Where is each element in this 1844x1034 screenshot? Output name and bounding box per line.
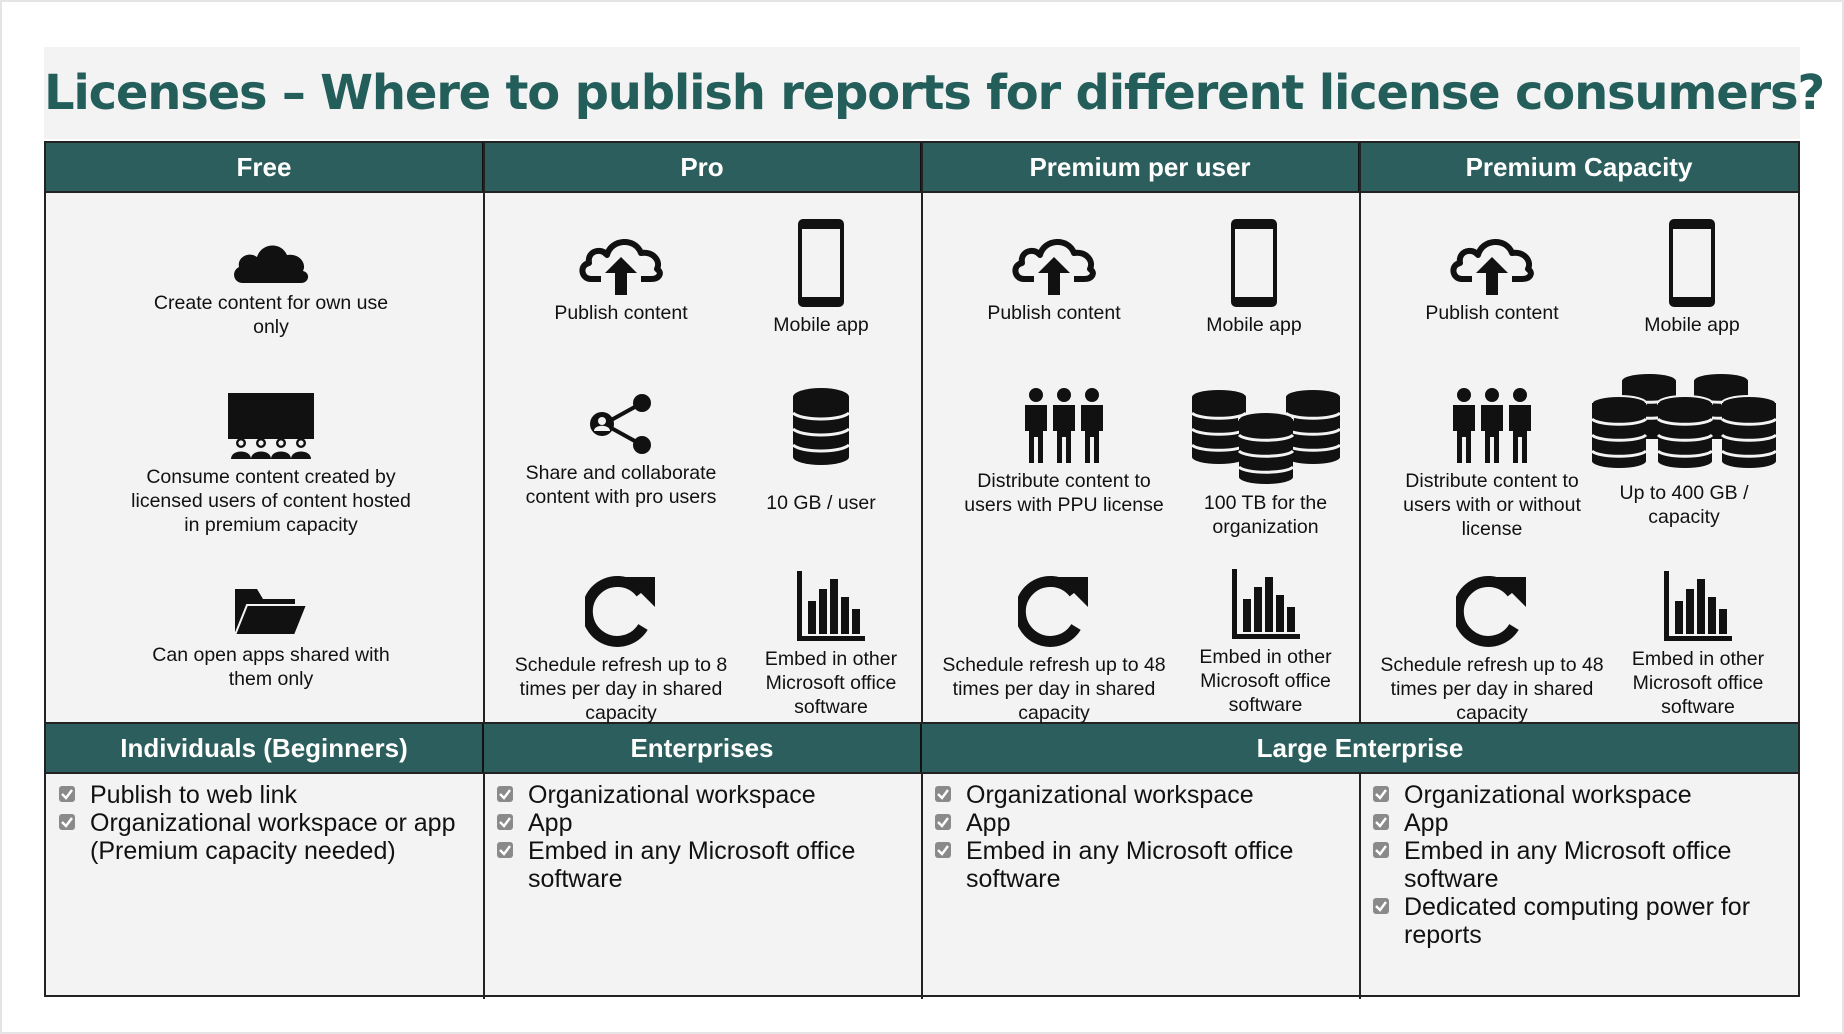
feature-mobile-app-capacity: Mobile app: [1612, 219, 1772, 337]
feature-embed-office-capacity: Embed in other Microsoft office software: [1618, 571, 1778, 719]
checkbox-icon: [1373, 786, 1389, 802]
column-header-free: Free: [46, 143, 484, 191]
database-icon: [792, 388, 850, 465]
feature-distribute-ppu: Distribute content to users with PPU lic…: [964, 387, 1164, 517]
feature-mobile-app: Mobile app: [741, 219, 901, 337]
feature-consume-content: Consume content created by licensed user…: [121, 393, 421, 537]
database-large-cluster-icon: [1591, 374, 1777, 468]
cloud-upload-icon: [579, 239, 663, 295]
column-header-ppu: Premium per user: [922, 143, 1360, 191]
feature-publish-content-ppu: Publish content: [944, 227, 1164, 325]
refresh-icon: [585, 575, 655, 647]
list-item: Dedicated computing power for reports: [1368, 893, 1788, 949]
cloud-icon: [234, 245, 309, 283]
feature-open-apps: Can open apps shared with them only: [141, 583, 401, 691]
checkbox-icon: [1373, 898, 1389, 914]
feature-create-content: Create content for own use only: [141, 233, 401, 339]
refresh-icon: [1018, 575, 1088, 647]
enterprises-list: Organizational workspace App Embed in an…: [492, 781, 912, 893]
folder-icon: [233, 589, 309, 636]
consumer-header-individuals: Individuals (Beginners): [46, 724, 484, 772]
checkbox-icon: [1373, 814, 1389, 830]
list-item: App: [1368, 809, 1788, 837]
checkbox-icon: [1373, 842, 1389, 858]
feature-storage-ppu: 100 TB for the organization: [1178, 389, 1353, 539]
checkbox-icon: [935, 786, 951, 802]
checkbox-icon: [59, 814, 75, 830]
mobile-icon: [798, 219, 844, 307]
divider: [1359, 143, 1361, 999]
license-grid: Free Pro Premium per user Premium Capaci…: [44, 141, 1800, 999]
checkbox-icon: [497, 842, 513, 858]
feature-storage-capacity: Up to 400 GB / capacity: [1584, 373, 1784, 529]
bar-chart-icon: [1664, 571, 1732, 641]
people-icon: [1025, 388, 1103, 463]
list-item: Embed in any Microsoft office software: [1368, 837, 1788, 893]
database-cluster-icon: [1190, 390, 1341, 484]
consumer-header-enterprises: Enterprises: [484, 724, 922, 772]
page-title: Licenses – Where to publish reports for …: [44, 65, 1825, 121]
feature-distribute-capacity: Distribute content to users with or with…: [1402, 387, 1582, 541]
audience-icon: [228, 393, 314, 459]
large-enterprise-capacity-list: Organizational workspace App Embed in an…: [1368, 781, 1788, 949]
list-item: Organizational workspace: [930, 781, 1350, 809]
feature-schedule-refresh-ppu: Schedule refresh up to 48 times per day …: [934, 571, 1174, 725]
bar-chart-icon: [1231, 569, 1300, 639]
share-icon: [590, 394, 651, 454]
list-item: Organizational workspace or app (Premium…: [54, 809, 474, 865]
feature-share-collaborate: Share and collaborate content with pro u…: [501, 393, 741, 509]
cloud-upload-icon: [1012, 239, 1096, 295]
list-item: Publish to web link: [54, 781, 474, 809]
individuals-list: Publish to web link Organizational works…: [54, 781, 474, 865]
checkbox-icon: [59, 786, 75, 802]
people-icon: [1453, 388, 1531, 463]
large-enterprise-ppu-list: Organizational workspace App Embed in an…: [930, 781, 1350, 893]
divider: [921, 143, 923, 999]
list-item: Embed in any Microsoft office software: [930, 837, 1350, 893]
column-header-pro: Pro: [484, 143, 922, 191]
feature-storage-pro: 10 GB / user: [741, 387, 901, 515]
feature-publish-content-capacity: Publish content: [1382, 227, 1602, 325]
cloud-upload-icon: [1450, 239, 1534, 295]
mobile-icon: [1669, 219, 1715, 307]
divider: [46, 772, 1798, 774]
feature-schedule-refresh-capacity: Schedule refresh up to 48 times per day …: [1372, 571, 1612, 725]
feature-mobile-app-ppu: Mobile app: [1174, 219, 1334, 337]
list-item: Organizational workspace: [492, 781, 912, 809]
feature-embed-office-pro: Embed in other Microsoft office software: [751, 571, 911, 719]
list-item: Embed in any Microsoft office software: [492, 837, 912, 893]
checkbox-icon: [497, 814, 513, 830]
divider: [483, 143, 485, 999]
list-item: App: [492, 809, 912, 837]
consumer-header-large-enterprise: Large Enterprise: [922, 724, 1798, 772]
feature-publish-content: Publish content: [511, 227, 731, 325]
checkbox-icon: [935, 814, 951, 830]
bar-chart-icon: [797, 571, 865, 641]
title-bar: Licenses – Where to publish reports for …: [44, 47, 1825, 139]
feature-embed-office-ppu: Embed in other Microsoft office software: [1178, 569, 1353, 717]
list-item: Organizational workspace: [1368, 781, 1788, 809]
divider: [46, 722, 1798, 724]
list-item: App: [930, 809, 1350, 837]
mobile-icon: [1231, 219, 1277, 307]
checkbox-icon: [497, 786, 513, 802]
checkbox-icon: [935, 842, 951, 858]
refresh-icon: [1456, 575, 1526, 647]
column-header-capacity: Premium Capacity: [1360, 143, 1798, 191]
feature-schedule-refresh-pro: Schedule refresh up to 8 times per day i…: [501, 571, 741, 725]
